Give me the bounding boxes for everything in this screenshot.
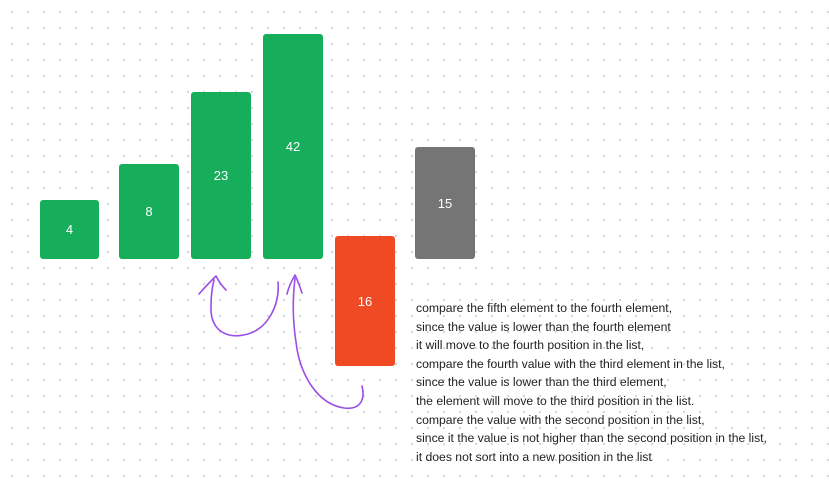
note-line: since the value is lower than the third … (416, 375, 667, 390)
element-box-42[interactable]: 42 (263, 34, 323, 259)
element-box-8[interactable]: 8 (119, 164, 179, 259)
element-box-16[interactable]: 16 (335, 236, 395, 366)
element-value: 23 (213, 168, 229, 183)
explanation-text: compare the fifth element to the fourth … (416, 299, 826, 466)
curved-arrow-icon (198, 275, 279, 337)
element-box-15[interactable]: 15 (415, 147, 475, 259)
element-box-4[interactable]: 4 (40, 200, 99, 259)
element-value: 4 (65, 222, 74, 237)
note-line: since the value is lower than the fourth… (416, 319, 671, 334)
element-box-23[interactable]: 23 (191, 92, 251, 259)
note-line: compare the fifth element to the fourth … (416, 301, 673, 315)
note-line: since it the value is not higher than th… (416, 431, 767, 446)
element-value: 8 (145, 204, 153, 219)
note-line: the element will move to the third posit… (416, 393, 695, 408)
note-line: compare the value with the second positi… (416, 412, 705, 427)
note-line: compare the fourth value with the third … (416, 356, 725, 371)
element-value: 16 (357, 293, 373, 309)
note-line: it does not sort into a new position in … (416, 449, 652, 464)
element-value: 15 (437, 195, 453, 211)
element-value: 42 (285, 139, 301, 154)
note-line: it will move to the fourth position in t… (416, 338, 645, 353)
